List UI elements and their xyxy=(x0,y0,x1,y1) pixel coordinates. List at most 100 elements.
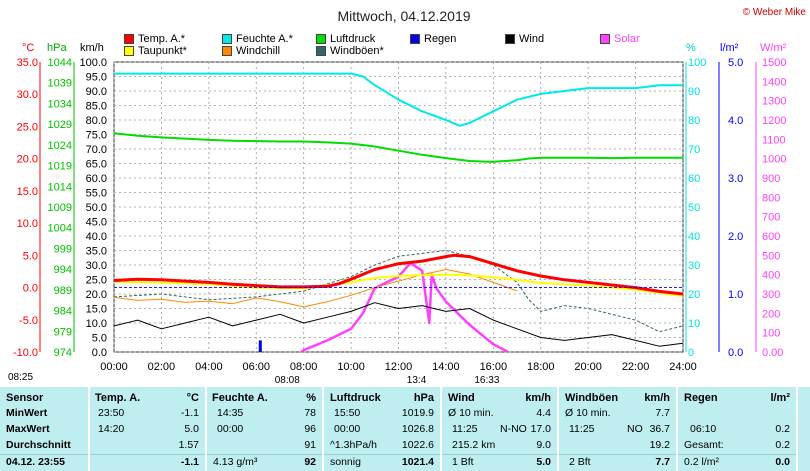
row-label-avg: Durchschnitt xyxy=(6,439,71,451)
wind-avg10-label: Ø 10 min. xyxy=(448,407,494,419)
temp-axis-tick: 0.0 xyxy=(23,283,38,295)
solar-axis-tick: 600 xyxy=(762,231,780,243)
pressure-unit: hPa xyxy=(47,42,67,54)
x-axis-tick: 12:00 xyxy=(385,361,413,373)
wind-unit: km/h xyxy=(80,42,104,54)
x-axis-tick: 16:00 xyxy=(480,361,508,373)
series-line-windb-en xyxy=(113,250,684,333)
x-axis-tick: 22:00 xyxy=(622,361,650,373)
rain-current: 0.0 xyxy=(775,456,790,468)
legend-item-windchill: Windchill xyxy=(222,45,280,57)
wind-max-direction: N-NO xyxy=(500,423,527,435)
humidity-axis-tick: 60 xyxy=(688,173,700,185)
weather-forecast: sonnig xyxy=(330,456,361,468)
solar-axis-tick: 700 xyxy=(762,212,780,224)
temp-max-time: 14:20 xyxy=(98,423,125,435)
legend-swatch xyxy=(124,34,134,44)
legend-swatch xyxy=(316,34,326,44)
x-axis-tick: 00:00 xyxy=(100,361,128,373)
gusts-beaufort: 2 Bft xyxy=(569,456,591,468)
series-line-temp-a xyxy=(113,253,684,296)
humidity-max-time: 00:00 xyxy=(217,423,244,435)
rain-axis-tick: 5.0 xyxy=(728,57,743,69)
x-axis-tick: 10:00 xyxy=(337,361,365,373)
wind-axis-tick: 85.0 xyxy=(86,101,107,113)
stats-col-temp: Temp. A. °C 23:50 -1.1 14:20 5.0 1.57 -1.1 xyxy=(90,387,205,471)
pressure-axis-tick: 1004 xyxy=(48,223,72,235)
temp-axis-tick: 30.0 xyxy=(17,89,38,101)
weather-chart: Mittwoch, 04.12.2019 © Weber Mike °C hPa… xyxy=(8,7,806,384)
absolute-humidity: 4.13 g/m³ xyxy=(213,456,258,468)
wind-current: 5.0 xyxy=(536,456,551,468)
wind-axis-tick: 100.0 xyxy=(79,57,107,69)
pressure-min-time: 15:50 xyxy=(334,407,361,419)
solar-axis-tick: 1400 xyxy=(762,76,786,88)
x-axis-tick: 20:00 xyxy=(574,361,602,373)
x-axis-tick: 02:00 xyxy=(148,361,176,373)
legend-label: Feuchte A.* xyxy=(236,33,293,45)
time-marker: 13:4 xyxy=(407,375,427,384)
wind-axis-tick: 70.0 xyxy=(86,144,107,156)
pressure-axis-tick: 1034 xyxy=(48,98,72,110)
x-axis-tick: 24:00 xyxy=(669,361,697,373)
temp-axis-tick: 10.0 xyxy=(17,218,38,230)
pressure-axis-tick: 1019 xyxy=(48,161,72,173)
wind-header: Wind xyxy=(448,392,475,404)
wind-axis-tick: 65.0 xyxy=(86,159,107,171)
legend-swatch xyxy=(410,34,420,44)
series-line-taupunkt xyxy=(113,273,684,297)
rain-header: Regen xyxy=(684,392,718,404)
chart-title: Mittwoch, 04.12.2019 xyxy=(337,8,470,24)
wind-axis-tick: 90.0 xyxy=(86,86,107,98)
pressure-unit-label: hPa xyxy=(413,392,434,404)
legend-label: Solar xyxy=(614,33,640,45)
gusts-max: 36.7 xyxy=(649,423,670,435)
rain-max: 0.2 xyxy=(775,423,790,435)
humidity-axis-tick: 100 xyxy=(688,57,706,69)
solar-axis-tick: 1300 xyxy=(762,96,786,108)
humidity-axis-tick: 30 xyxy=(688,260,700,272)
pressure-max: 1026.8 xyxy=(401,423,434,435)
temp-min-time: 23:50 xyxy=(98,407,125,419)
legend-swatch xyxy=(222,46,232,56)
legend-swatch xyxy=(600,34,610,44)
rain-bar xyxy=(258,340,262,352)
rain-axis-tick: 3.0 xyxy=(728,173,743,185)
solar-axis-tick: 0.00 xyxy=(762,347,783,359)
solar-axis-tick: 1000 xyxy=(762,154,786,166)
temp-current: -1.1 xyxy=(180,456,199,468)
wind-axis-tick: 40.0 xyxy=(86,231,107,243)
wind-axis-tick: 50.0 xyxy=(86,202,107,214)
humidity-unit-label: % xyxy=(306,392,316,404)
stats-panel: Sensor MinWert MaxWert Durchschnitt 04.1… xyxy=(0,387,810,471)
wind-axis-tick: 25.0 xyxy=(86,275,107,287)
temp-axis-tick: 20.0 xyxy=(17,154,38,166)
series-line-windchill xyxy=(113,269,518,308)
wind-avg: 9.0 xyxy=(536,439,551,451)
wind-axis-tick: 20.0 xyxy=(86,289,107,301)
rain-axis-tick: 4.0 xyxy=(728,115,743,127)
temp-axis-tick: -10.0 xyxy=(13,347,38,359)
legend-item-temp-a: Temp. A.* xyxy=(124,33,185,45)
rain-axis-tick: 0.0 xyxy=(728,347,743,359)
solar-axis-tick: 800 xyxy=(762,192,780,204)
legend-label: Windchill xyxy=(236,45,281,57)
gusts-avg: 19.2 xyxy=(649,439,670,451)
solar-unit: W/m² xyxy=(760,42,787,54)
wind-axis-tick: 75.0 xyxy=(86,130,107,142)
legend-swatch xyxy=(124,46,134,56)
wind-max-time: 11:25 xyxy=(452,423,478,435)
humidity-axis-tick: 50 xyxy=(688,202,700,214)
sensor-header: Sensor xyxy=(6,392,44,404)
legend-label: Windböen* xyxy=(330,45,384,57)
humidity-axis-tick: 20 xyxy=(688,289,700,301)
pressure-axis-tick: 989 xyxy=(54,285,72,297)
pressure-axis-tick: 979 xyxy=(54,326,72,338)
legend-swatch xyxy=(316,46,326,56)
legend-label: Temp. A.* xyxy=(138,33,186,45)
pressure-axis-tick: 1039 xyxy=(48,78,72,90)
temp-unit: °C xyxy=(22,42,34,54)
wind-axis-tick: 80.0 xyxy=(86,115,107,127)
gusts-header: Windböen xyxy=(565,392,619,404)
series-line-solar xyxy=(300,261,509,353)
